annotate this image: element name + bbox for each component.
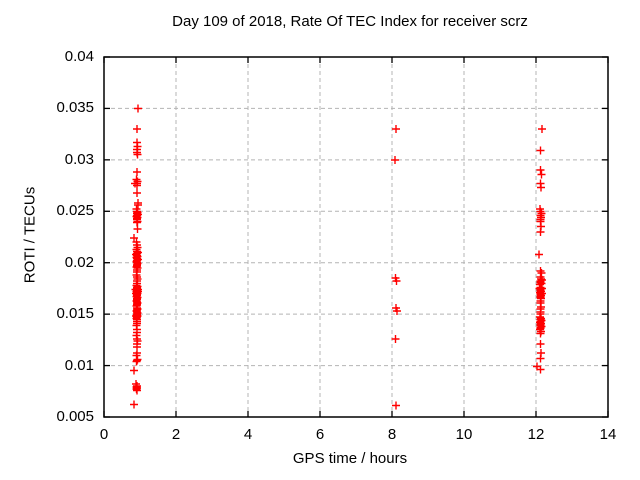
x-tick-label: 2 (171, 426, 181, 443)
y-tick-label: 0.02 (64, 253, 94, 271)
chart-title: Day 109 of 2018, Rate Of TEC Index for r… (172, 13, 528, 30)
x-tick-label: 14 (599, 426, 617, 443)
x-tick-label: 4 (243, 426, 253, 443)
y-tick-label: 0.01 (64, 356, 94, 374)
y-tick-label: 0.04 (64, 48, 94, 65)
y-tick-label: 0.035 (56, 99, 94, 117)
x-tick-label: 10 (455, 426, 473, 443)
x-tick-label: 12 (527, 426, 545, 443)
scatter-points (130, 104, 546, 410)
x-axis-label: GPS time / hours (292, 450, 408, 467)
x-tick-label: 8 (387, 426, 397, 443)
y-tick-label: 0.005 (56, 408, 94, 425)
y-tick-label: 0.03 (64, 150, 94, 168)
y-tick-label: 0.015 (56, 305, 94, 323)
y-tick-label: 0.025 (56, 202, 94, 220)
x-tick-label: 6 (315, 426, 325, 443)
x-tick-label: 0 (99, 426, 109, 443)
plot-border (103, 56, 609, 418)
